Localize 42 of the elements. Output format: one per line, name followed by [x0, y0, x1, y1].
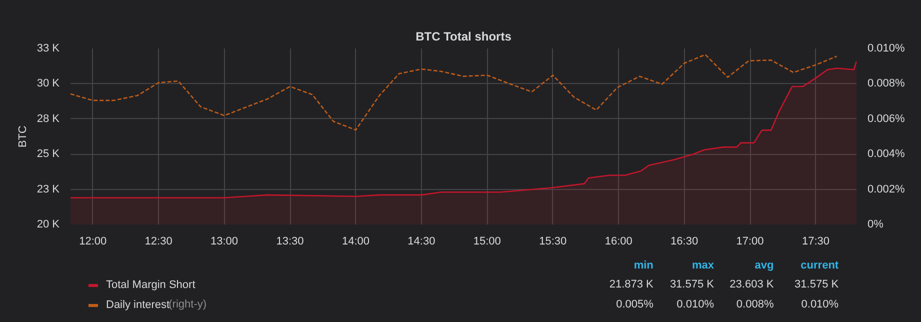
y-tick-label: 25 K	[36, 148, 60, 160]
x-tick-label: 16:30	[670, 236, 698, 248]
x-tick-label: 13:00	[210, 236, 238, 248]
x-tick-label: 12:30	[144, 236, 172, 248]
y2-tick-label: 0.002%	[868, 183, 906, 196]
x-tick-label: 17:30	[802, 236, 830, 248]
text: 31.575 K	[670, 278, 715, 290]
text: 21.873 K	[609, 278, 654, 290]
legend-label: Total Margin Short	[106, 278, 196, 293]
text: min	[634, 260, 654, 272]
text: 0.005%	[616, 298, 654, 310]
text: (right-y)	[168, 298, 207, 310]
y2-tick-label: 0.010%	[868, 42, 906, 54]
legend-label: Daily interest	[106, 298, 170, 313]
text: 0.008%	[736, 298, 774, 310]
chart-title: BTC Total shorts	[416, 30, 512, 44]
y2-tick-label: 0.004%	[868, 148, 906, 160]
y-tick-label: 23 K	[36, 183, 60, 196]
text: current	[800, 260, 839, 272]
y2-tick-label: 0.008%	[868, 78, 906, 90]
x-tick-label: 16:00	[604, 236, 632, 248]
y-tick-label: 33 K	[36, 42, 60, 54]
text: 0.010%	[676, 298, 714, 310]
y-tick-label: 20 K	[36, 218, 60, 230]
y-axis-title: BTC	[16, 125, 29, 148]
y-tick-label: 30 K	[36, 78, 60, 90]
text: 0.010%	[801, 298, 839, 310]
text: avg	[754, 260, 774, 272]
line-series	[70, 54, 838, 131]
x-tick-label: 15:00	[473, 236, 501, 248]
y2-tick-label: 0.006%	[868, 112, 906, 125]
x-tick-label: 12:00	[79, 236, 107, 248]
text: 31.575 K	[794, 278, 840, 290]
y-tick-label: 28 K	[36, 112, 60, 125]
text: max	[692, 260, 715, 272]
y2-tick-label: 0%	[868, 218, 884, 230]
x-tick-label: 13:30	[276, 236, 304, 248]
text: 23.603 K	[730, 278, 774, 290]
x-tick-label: 17:00	[736, 236, 764, 248]
x-tick-label: 14:30	[408, 236, 436, 248]
x-tick-label: 14:00	[342, 236, 370, 248]
x-tick-label: 15:30	[539, 236, 567, 248]
